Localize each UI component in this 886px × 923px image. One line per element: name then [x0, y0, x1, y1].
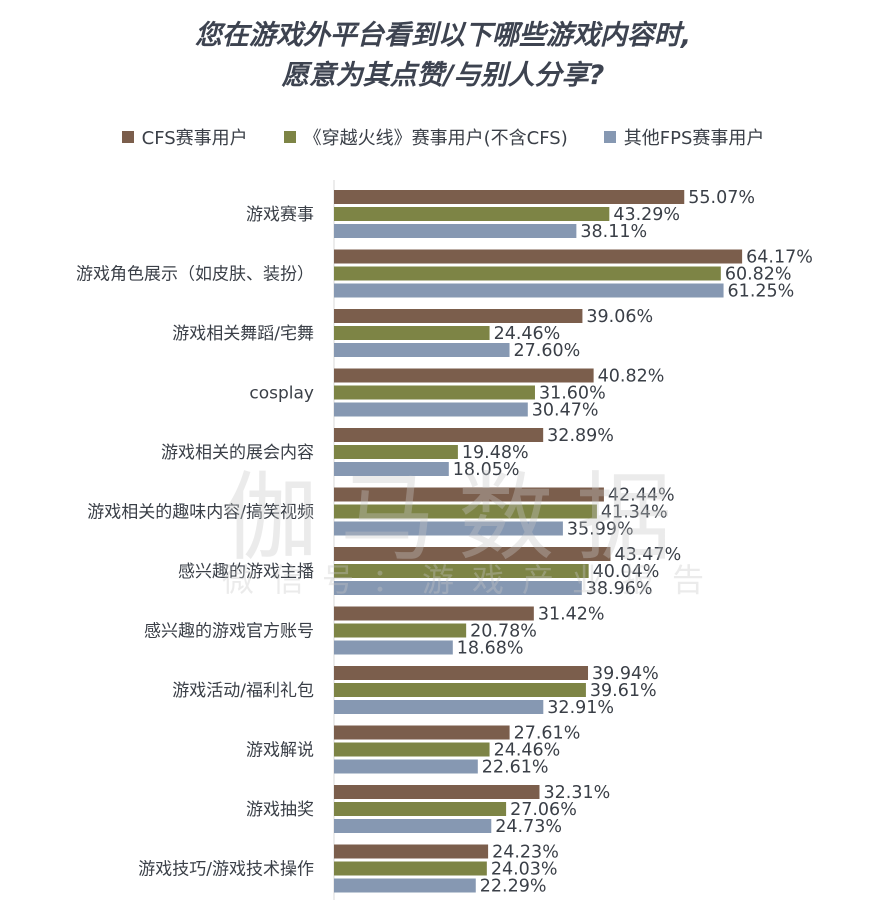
bar-series-2 — [334, 564, 589, 578]
bar-series-2 — [334, 861, 487, 876]
bar-series-1 — [334, 606, 534, 621]
bar-series-1 — [334, 190, 685, 204]
data-label: 64.17% — [746, 248, 813, 268]
category-label: 游戏活动/福利礼包 — [172, 681, 314, 701]
data-label: 35.99% — [567, 520, 634, 540]
legend-swatch-series-2 — [283, 131, 296, 143]
category-label: 游戏相关的展会内容 — [161, 443, 314, 463]
data-label: 41.34% — [601, 503, 668, 523]
bar-series-1 — [334, 368, 594, 383]
bar-series-2 — [334, 385, 535, 400]
category-label: 感兴趣的游戏官方账号 — [144, 622, 314, 642]
bar-series-3 — [334, 462, 449, 476]
bar-series-1 — [334, 547, 611, 561]
bar-series-2 — [334, 326, 490, 340]
bar-series-3 — [334, 521, 563, 536]
category-label: 感兴趣的游戏主播 — [178, 562, 314, 582]
legend-item-series-1: CFS赛事用户 — [121, 124, 248, 150]
legend-label-series-2: 《穿越火线》赛事用户(不含CFS) — [303, 128, 568, 149]
data-label: 32.89% — [547, 426, 614, 446]
bar-series-3 — [334, 878, 476, 893]
bar-series-3 — [334, 224, 577, 238]
data-label: 42.44% — [608, 486, 675, 506]
bar-series-1 — [334, 844, 489, 859]
data-label: 43.29% — [613, 205, 680, 225]
category-label: 游戏技巧/游戏技术操作 — [138, 860, 314, 880]
data-label: 22.61% — [482, 758, 549, 778]
data-label: 32.31% — [543, 783, 610, 803]
category-label: 游戏解说 — [246, 741, 314, 761]
data-label: 40.04% — [593, 562, 660, 582]
bar-series-2 — [334, 266, 721, 281]
bar-series-1 — [334, 428, 544, 442]
data-label: 61.25% — [728, 282, 795, 302]
data-label: 18.05% — [453, 460, 520, 480]
bar-series-2 — [334, 742, 490, 757]
chart-legend: CFS赛事用户 《穿越火线》赛事用户(不含CFS) 其他FPS赛事用户 — [0, 124, 886, 150]
data-label: 24.03% — [491, 860, 558, 880]
category-label: 游戏相关舞蹈/宅舞 — [172, 324, 314, 344]
bar-series-3 — [334, 581, 582, 595]
bar-series-2 — [334, 207, 610, 221]
data-label: 24.23% — [492, 843, 559, 863]
legend-swatch-series-1 — [121, 131, 134, 143]
data-label: 38.96% — [586, 579, 653, 599]
data-label: 24.46% — [494, 324, 561, 344]
data-label: 19.48% — [462, 443, 529, 463]
data-label: 38.11% — [580, 222, 647, 242]
data-label: 20.78% — [470, 622, 537, 642]
legend-label-series-3: 其他FPS赛事用户 — [623, 128, 765, 149]
chart-title-line-1: 您在游戏外平台看到以下哪些游戏内容时, — [194, 20, 692, 51]
bar-series-1 — [334, 666, 589, 680]
legend-label-series-1: CFS赛事用户 — [141, 128, 248, 149]
bar-series-2 — [334, 802, 507, 816]
data-label: 24.46% — [494, 741, 561, 761]
data-label: 27.60% — [514, 341, 581, 361]
chart-title-line-2: 愿意为其点赞/与别人分享? — [281, 60, 605, 91]
bar-series-1 — [334, 725, 510, 740]
data-label: 32.91% — [547, 698, 614, 718]
bar-series-3 — [334, 343, 510, 357]
bar-series-2 — [334, 504, 597, 519]
bar-series-3 — [334, 640, 453, 655]
data-label: 39.61% — [590, 681, 657, 701]
data-label: 39.06% — [586, 307, 653, 327]
legend-item-series-2: 《穿越火线》赛事用户(不含CFS) — [283, 124, 568, 150]
category-label: 游戏相关的趣味内容/搞笑视频 — [87, 503, 314, 523]
bar-series-1 — [334, 487, 604, 502]
data-label: 18.68% — [457, 639, 524, 659]
data-label: 27.06% — [510, 800, 577, 820]
data-label: 22.29% — [480, 877, 547, 897]
data-label: 40.82% — [598, 367, 665, 387]
bar-series-2 — [334, 683, 586, 697]
data-label: 31.60% — [539, 384, 606, 404]
bar-series-1 — [334, 249, 743, 264]
data-label: 31.42% — [538, 605, 605, 625]
bar-series-2 — [334, 623, 467, 638]
data-label: 60.82% — [725, 265, 792, 285]
bar-series-2 — [334, 445, 458, 459]
bar-series-1 — [334, 309, 583, 323]
bar-series-3 — [334, 700, 544, 714]
bar-series-3 — [334, 283, 724, 298]
data-label: 55.07% — [688, 188, 755, 208]
bar-series-1 — [334, 785, 540, 799]
bar-series-3 — [334, 759, 478, 774]
category-label: 游戏抽奖 — [246, 800, 314, 820]
data-label: 43.47% — [614, 545, 681, 565]
data-label: 30.47% — [532, 401, 599, 421]
category-label: 游戏角色展示（如皮肤、装扮） — [76, 265, 314, 285]
legend-item-series-3: 其他FPS赛事用户 — [603, 124, 765, 150]
bar-series-3 — [334, 402, 528, 417]
category-label: cosplay — [249, 384, 314, 404]
data-label: 39.94% — [592, 664, 659, 684]
data-label: 27.61% — [514, 724, 581, 744]
data-label: 24.73% — [495, 817, 562, 837]
category-label: 游戏赛事 — [246, 204, 314, 225]
legend-swatch-series-3 — [603, 131, 616, 143]
bar-series-3 — [334, 819, 492, 833]
